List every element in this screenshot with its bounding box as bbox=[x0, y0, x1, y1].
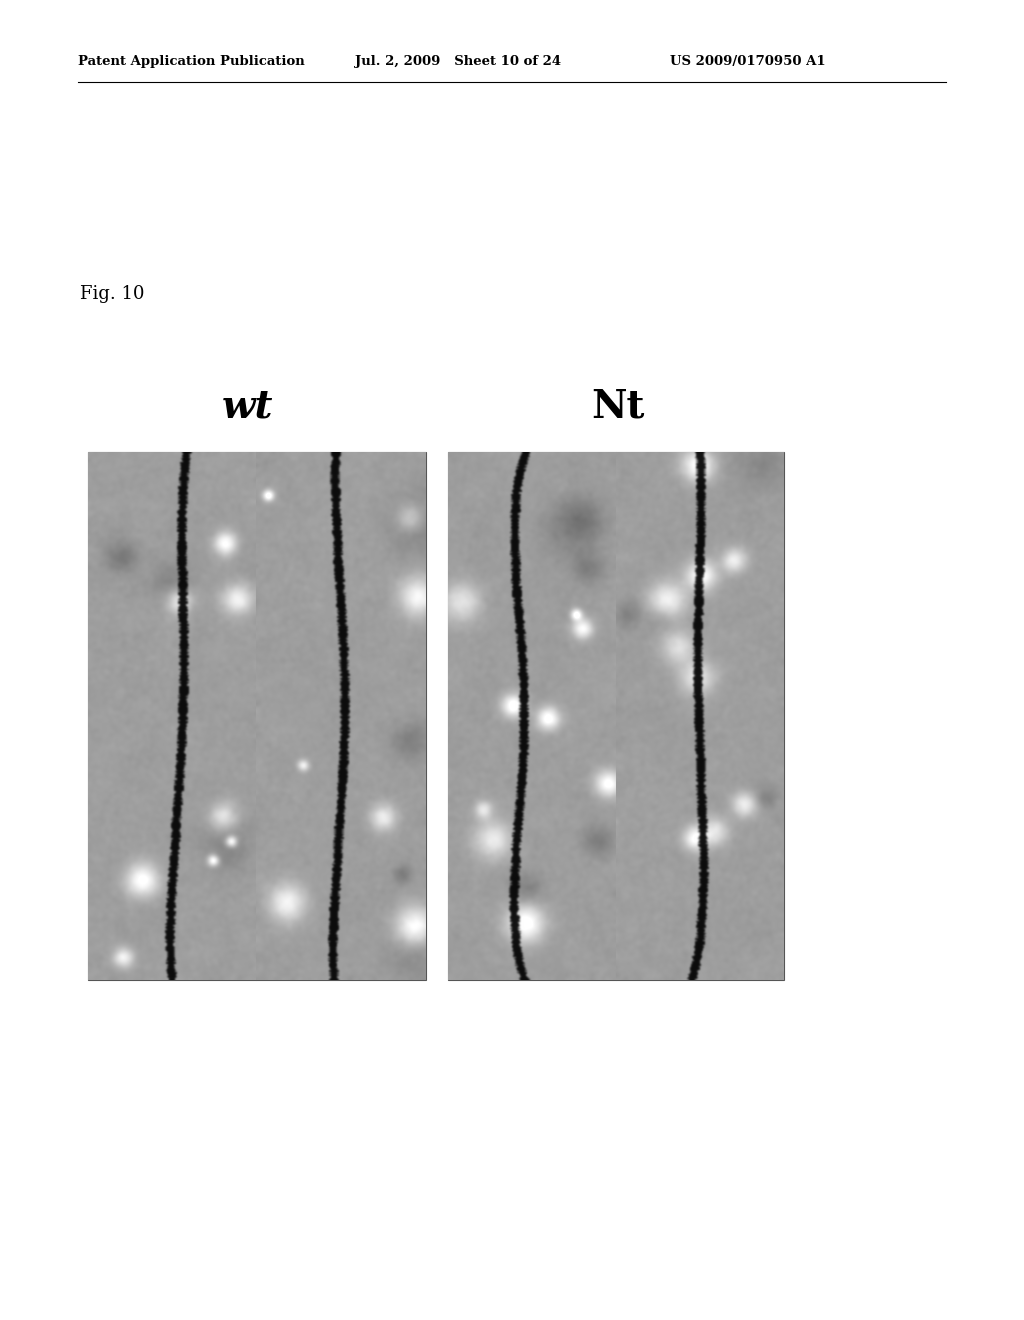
Bar bbox=[256, 451, 426, 979]
Bar bbox=[449, 451, 616, 979]
Text: Patent Application Publication: Patent Application Publication bbox=[78, 55, 305, 69]
Text: US 2009/0170950 A1: US 2009/0170950 A1 bbox=[670, 55, 825, 69]
Text: D: D bbox=[622, 458, 637, 475]
Text: A: A bbox=[94, 458, 106, 475]
Text: Fig. 10: Fig. 10 bbox=[80, 285, 144, 304]
Text: Nt: Nt bbox=[591, 387, 645, 425]
Bar bbox=[616, 451, 784, 979]
Bar bbox=[88, 451, 256, 979]
Text: B: B bbox=[262, 458, 276, 475]
Text: Jul. 2, 2009   Sheet 10 of 24: Jul. 2, 2009 Sheet 10 of 24 bbox=[355, 55, 561, 69]
Text: wt: wt bbox=[222, 387, 273, 425]
Text: C: C bbox=[454, 458, 467, 475]
